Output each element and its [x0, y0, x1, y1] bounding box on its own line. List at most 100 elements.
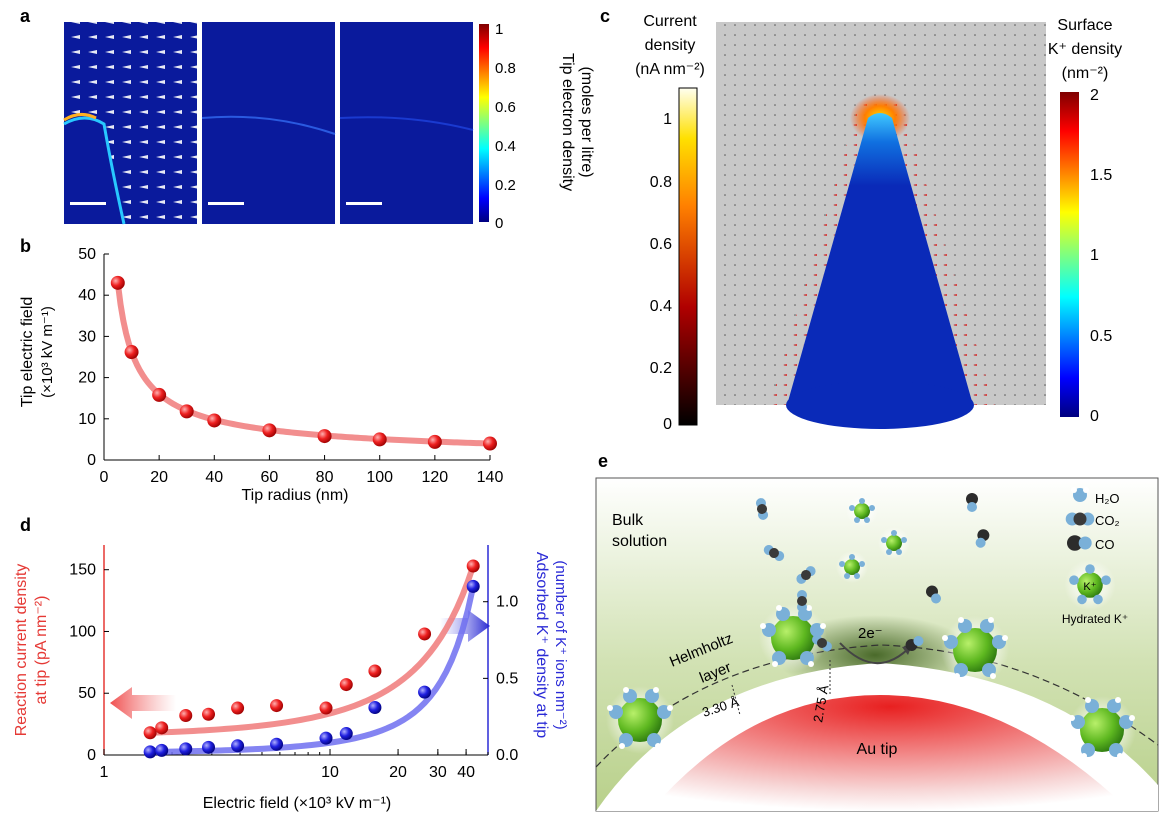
- current-data-point: [368, 664, 382, 678]
- data-point: [110, 275, 125, 290]
- legend: H₂O CO₂ CO K⁺ Hydrated K⁺: [1062, 487, 1128, 626]
- colorbar-tick: 0.8: [495, 60, 516, 77]
- current-density-title-2: density: [645, 37, 696, 54]
- distance-label-2: 2.75 Å: [810, 684, 831, 724]
- y-right-tick-label: 1.0: [496, 594, 518, 611]
- x-tick-label: 20: [150, 469, 168, 486]
- k-density-data-point: [339, 727, 353, 741]
- k-density-data-point: [466, 579, 480, 593]
- y-tick-label: 40: [78, 287, 96, 304]
- scale-bar: [346, 202, 382, 205]
- colorbar-tick: 0.2: [495, 177, 516, 194]
- y-right-label-line2: (number of K⁺ ions nm⁻²): [552, 560, 569, 729]
- co-legend-icon: [1067, 535, 1092, 551]
- current-data-point: [179, 708, 193, 722]
- data-point: [427, 434, 442, 449]
- k-density-data-point: [155, 743, 169, 757]
- k-density-tick: 0: [1090, 408, 1099, 425]
- current-density-tick: 1: [663, 111, 672, 128]
- colorbar-tick: 0.6: [495, 99, 516, 116]
- scale-bar: [208, 202, 244, 205]
- panel-label-c: c: [600, 6, 610, 26]
- chart-d: d Reaction current density at tip (pA nm…: [13, 515, 569, 812]
- x-tick-label: 100: [366, 469, 393, 486]
- legend-k-symbol: K⁺: [1083, 581, 1096, 593]
- legend-co: CO: [1095, 537, 1115, 552]
- x-tick-label: 1: [100, 764, 109, 781]
- y-left-tick-label: 50: [78, 685, 96, 702]
- panel-a-figure: a 1 0.8 0.6 0.4 0.2: [20, 6, 595, 232]
- current-density-title-1: Current: [643, 13, 697, 30]
- left-axis-arrow: [110, 687, 176, 719]
- current-data-point: [466, 559, 480, 573]
- legend-hydrated-k: Hydrated K⁺: [1062, 612, 1128, 626]
- data-point: [207, 413, 222, 428]
- bulk-solution-label-1: Bulk: [612, 512, 644, 529]
- k-density-title-2: K⁺ density: [1048, 41, 1122, 58]
- data-point: [262, 423, 277, 438]
- k-density-data-point: [143, 745, 157, 759]
- panel-label-e: e: [598, 451, 608, 471]
- k-density-data-point: [270, 737, 284, 751]
- panel-label-b: b: [20, 236, 31, 256]
- y-left-tick-label: 100: [69, 623, 96, 640]
- x-axis-label: Electric field (×10³ kV m⁻¹): [203, 795, 391, 812]
- colorbar-tick: 0.4: [495, 138, 516, 155]
- y-right-tick-label: 0.0: [496, 747, 518, 764]
- small-hydrated-k: [878, 527, 910, 559]
- current-density-tick: 0.4: [650, 298, 672, 315]
- x-tick-label: 0: [100, 469, 109, 486]
- y-left-label-line2: at tip (pA nm⁻²): [33, 596, 50, 705]
- x-tick-label: 20: [389, 764, 407, 781]
- electron-transfer-label: 2e⁻: [858, 625, 883, 642]
- x-tick-label: 140: [477, 469, 504, 486]
- current-data-point: [319, 701, 333, 715]
- colorbar-tick: 1: [495, 21, 503, 38]
- y-left-label-line1: Reaction current density: [13, 564, 30, 737]
- k-density-title-1: Surface: [1057, 17, 1112, 34]
- y-right-tick-label: 0.5: [496, 670, 518, 687]
- k-density-colorbar: [1060, 92, 1079, 417]
- colorbar-label-line2: (moles per litre): [578, 66, 595, 177]
- data-point: [372, 432, 387, 447]
- k-density-title-3: (nm⁻²): [1062, 65, 1109, 82]
- k-density-data-point: [319, 731, 333, 745]
- current-density-tick: 0.6: [650, 236, 672, 253]
- k-density-data-point: [231, 739, 245, 753]
- k-density-tick: 2: [1090, 87, 1099, 104]
- panel-d: d Reaction current density at tip (pA nm…: [0, 505, 600, 817]
- current-data-point: [155, 721, 169, 735]
- data-point: [152, 387, 167, 402]
- electron-transfer-arrow: [839, 642, 909, 664]
- y-axis-label-line2: (×10³ kV m⁻¹): [39, 306, 56, 398]
- panel-c-figure: c Current density (nA nm⁻²) 1 0.8 0.6 0.…: [600, 6, 1122, 433]
- k-density-fit-curve: [147, 583, 477, 755]
- hydrated-k-ion: [1068, 696, 1136, 764]
- co2-legend-icon: [1065, 512, 1095, 526]
- current-data-point: [202, 707, 216, 721]
- current-density-tick: 0.2: [650, 360, 672, 377]
- current-density-tick: 0.8: [650, 174, 672, 191]
- hydrated-k-ion: [941, 616, 1009, 684]
- current-data-point: [339, 678, 353, 692]
- data-point: [317, 429, 332, 444]
- small-hydrated-k: [836, 551, 868, 583]
- y-tick-label: 30: [78, 328, 96, 345]
- data-point: [179, 404, 194, 419]
- bulk-solution-label-2: solution: [612, 533, 667, 550]
- y-left-tick-label: 150: [69, 562, 96, 579]
- y-tick-label: 20: [78, 370, 96, 387]
- panel-label-d: d: [20, 515, 31, 535]
- schematic-frame: [595, 477, 1159, 812]
- hydrated-k-ion: [606, 686, 674, 754]
- chart-b: b Tip electric field (×10³ kV m⁻¹) Tip r…: [19, 236, 504, 504]
- k-density-tick: 1.5: [1090, 167, 1112, 184]
- electron-density-map-3: [339, 22, 474, 224]
- x-tick-label: 120: [422, 469, 449, 486]
- k-density-data-point: [179, 742, 193, 756]
- y-tick-label: 0: [87, 452, 96, 469]
- current-data-point: [270, 699, 284, 713]
- current-fit-curve: [147, 563, 477, 736]
- current-data-point: [231, 701, 245, 715]
- k-density-data-point: [202, 740, 216, 754]
